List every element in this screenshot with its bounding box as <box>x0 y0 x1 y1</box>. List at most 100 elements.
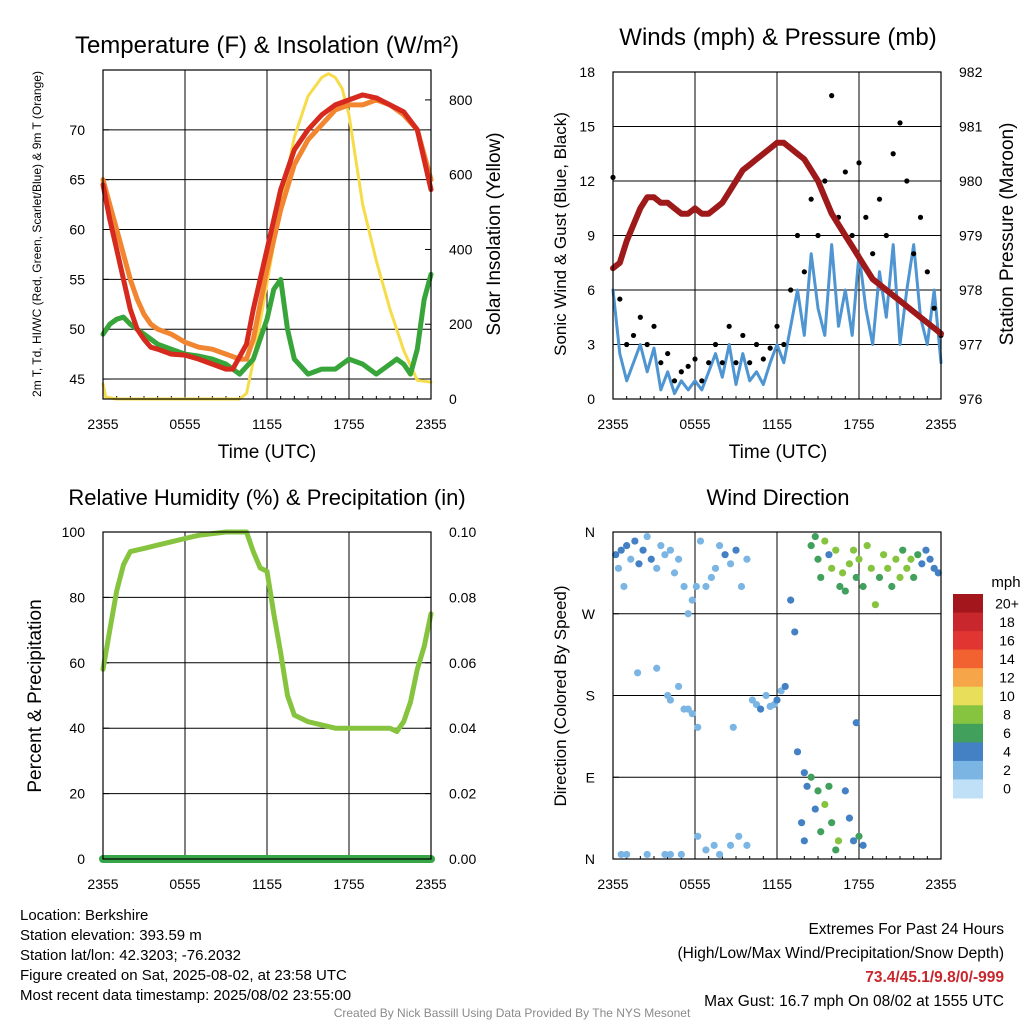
direction-point <box>926 555 934 563</box>
direction-point <box>710 841 718 849</box>
direction-point <box>707 573 716 582</box>
extremes-subtitle: (High/Low/Max Wind/Precipitation/Snow De… <box>677 945 1005 962</box>
direction-point <box>845 560 854 568</box>
direction-point <box>922 546 930 554</box>
gust-point <box>665 350 671 357</box>
winds-plot-area: 2355 0555 1155 1755 235503691215189769779789… <box>579 64 982 432</box>
gust-point <box>685 363 691 369</box>
station-latlon: Station lat/lon: 42.3203; -76.2032 <box>20 947 242 964</box>
legend-label: 2 <box>1003 762 1011 778</box>
rh-y2-tick-label: 0.06 <box>449 655 476 671</box>
direction-point <box>807 542 815 550</box>
wind-y2-tick-label: 979 <box>959 228 983 244</box>
direction-point <box>617 546 625 554</box>
gust-point <box>740 332 746 339</box>
wind-y2-tick-label: 978 <box>959 282 983 298</box>
direction-point <box>918 560 926 568</box>
temp-y-tick-label: 70 <box>69 122 85 138</box>
wind-y2-tick-label: 977 <box>959 337 983 353</box>
direction-point <box>694 832 702 840</box>
direction-point <box>852 573 860 582</box>
gust-point <box>774 323 780 329</box>
direction-point <box>863 542 871 550</box>
temp-9m-series-line <box>100 97 434 362</box>
gust-point <box>917 214 924 220</box>
temperature-plot-area: 2355 0555 1155 1755 2355 45 50 55 60 65 70 0 200 400 6… <box>69 69 473 432</box>
sonic-wind-series-line <box>611 243 943 396</box>
legend-swatch <box>953 649 983 669</box>
direction-point <box>735 832 743 840</box>
rh-x-tick-label: 1755 <box>333 876 364 892</box>
legend-swatch <box>953 612 983 632</box>
wind-y2-tick-label: 980 <box>959 173 983 189</box>
legend-swatch <box>953 705 983 725</box>
wind-y-tick-label: 9 <box>587 228 595 244</box>
wind-direction-panel-title: Wind Direction <box>706 485 849 510</box>
direction-point <box>821 537 829 545</box>
temperature-y-label-right: Solar Insolation (Yellow) <box>484 132 505 335</box>
figure-created: Figure created on Sat, 2025-08-02, at 23… <box>20 967 347 984</box>
gust-point <box>617 296 623 302</box>
direction-point <box>836 582 844 591</box>
extremes-values: 73.4/45.1/9.8/0/-999 <box>865 969 1004 986</box>
wind-x-tick-label: 0555 <box>679 416 710 432</box>
wind-direction-panel: Wind Direction 2355 0555 1155 1755 2355NESWN… <box>551 485 1021 892</box>
gust-point <box>637 314 643 320</box>
direction-point <box>899 546 907 554</box>
gust-point <box>849 232 855 239</box>
direction-point <box>743 841 751 849</box>
rh-y2-tick-label: 0.02 <box>449 786 476 802</box>
temp-x-tick-label: 1155 <box>252 416 282 432</box>
gust-point <box>719 360 725 366</box>
direction-point <box>841 787 849 795</box>
rh-frame <box>102 531 432 860</box>
gust-point <box>706 360 712 366</box>
direction-point <box>888 582 896 591</box>
legend-label: 8 <box>1003 707 1011 723</box>
legend-label: 4 <box>1003 744 1011 760</box>
winds-panel-title: Winds (mph) & Pressure (mb) <box>619 24 936 51</box>
direction-point <box>716 542 724 550</box>
direction-point <box>832 846 840 854</box>
gust-point <box>931 305 937 311</box>
direction-point <box>821 800 829 809</box>
rh-y2-tick-label: 0.08 <box>449 589 476 605</box>
direction-point <box>852 719 860 727</box>
rh-y-tick-label: 100 <box>62 524 86 540</box>
direction-point <box>787 596 795 604</box>
wind-direction-y-label: Direction (Colored By Speed) <box>551 585 570 806</box>
wind-y2-tick-label: 976 <box>959 391 983 407</box>
gust-point <box>692 356 698 362</box>
dir-y-tick-label: N <box>585 524 595 540</box>
direction-point <box>762 691 770 700</box>
direction-point <box>643 532 651 541</box>
direction-point <box>737 582 746 591</box>
gust-point <box>842 169 848 175</box>
rh-y-tick-label: 60 <box>69 655 85 671</box>
direction-point <box>773 696 781 704</box>
direction-point <box>793 748 802 756</box>
wind-y-tick-label: 6 <box>587 282 595 298</box>
temp-x-tick-label: 1755 <box>333 416 364 432</box>
direction-point <box>732 546 740 554</box>
extremes-title: Extremes For Past 24 Hours <box>808 921 1004 938</box>
temp-y-tick-label: 65 <box>69 172 85 188</box>
temp-x-tick-label: 2355 <box>87 416 118 432</box>
direction-point <box>814 787 822 795</box>
temperature-panel: Temperature (F) & Insolation (W/m²) 2355… <box>30 32 505 463</box>
gust-point <box>712 341 719 348</box>
direction-point <box>849 546 858 554</box>
direction-point <box>855 832 863 840</box>
pressure-series-line <box>610 139 944 337</box>
gust-point <box>924 269 930 275</box>
direction-point <box>627 555 635 563</box>
gust-point <box>870 251 876 257</box>
gust-point <box>815 232 821 239</box>
direction-point <box>867 564 875 572</box>
direction-point <box>859 582 867 591</box>
direction-point <box>800 769 808 777</box>
wind-y-tick-label: 18 <box>579 64 595 80</box>
direction-point <box>702 582 710 591</box>
direction-point <box>726 841 735 849</box>
